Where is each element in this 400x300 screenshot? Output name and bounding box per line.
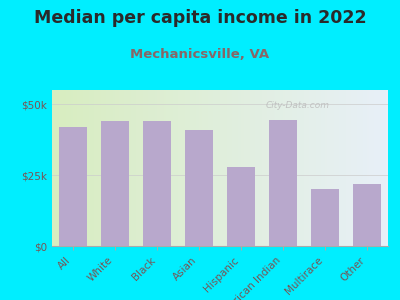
Bar [143, 121, 171, 246]
Bar [353, 184, 381, 246]
Bar [311, 189, 339, 246]
Bar [227, 167, 255, 246]
Text: Mechanicsville, VA: Mechanicsville, VA [130, 48, 270, 61]
Bar [101, 121, 129, 246]
Bar [269, 120, 297, 246]
Text: Median per capita income in 2022: Median per capita income in 2022 [34, 9, 366, 27]
Text: City-Data.com: City-Data.com [265, 101, 329, 110]
Bar [59, 127, 87, 246]
Bar [185, 130, 213, 246]
